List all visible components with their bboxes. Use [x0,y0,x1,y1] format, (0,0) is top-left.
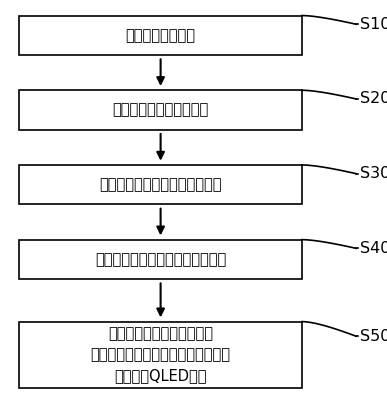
Bar [19,165,302,204]
Text: S500: S500 [360,329,387,344]
Text: S100: S100 [360,17,387,32]
Bar [19,90,302,129]
Bar [19,15,302,55]
Text: 在阳极上沉积空穴注入层: 在阳极上沉积空穴注入层 [113,103,209,117]
Text: 在衬底上沉积阳极: 在衬底上沉积阳极 [126,28,195,43]
Text: S200: S200 [360,91,387,106]
Text: S300: S300 [360,166,387,181]
Bar [19,322,302,388]
Text: 在量子点发光层上沉积如上
所述的包含有电子传输层的功能化阴
极，得到QLED器件: 在量子点发光层上沉积如上 所述的包含有电子传输层的功能化阴 极，得到QLED器件 [91,326,231,383]
Text: S400: S400 [360,241,387,256]
Bar [19,239,302,279]
Text: 在空穴传输层上沉积量子点发光层: 在空穴传输层上沉积量子点发光层 [95,252,226,267]
Text: 在空穴注入层上沉积空穴传输层: 在空穴注入层上沉积空穴传输层 [99,177,222,192]
